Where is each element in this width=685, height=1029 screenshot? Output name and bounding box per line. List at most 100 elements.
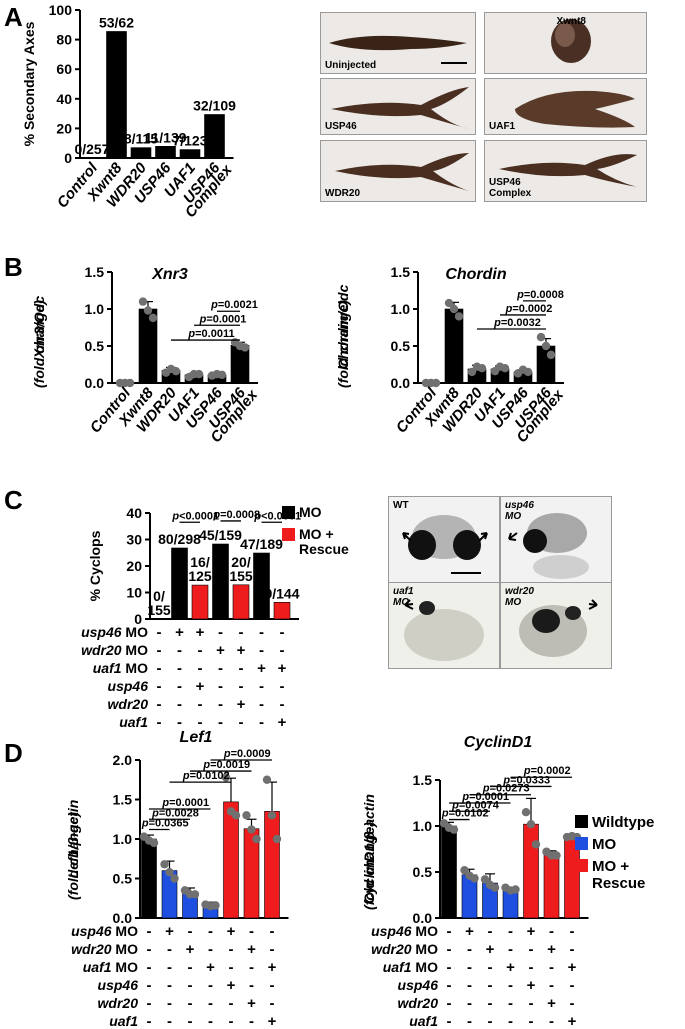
data-point: [444, 298, 454, 308]
larva-photo-wdr20-mo: wdr20 MO: [500, 582, 612, 669]
larva-image: [404, 599, 484, 661]
grid-cell-sign: -: [529, 959, 534, 976]
data-point: [531, 840, 541, 849]
bar: [204, 114, 225, 159]
panel-letter-d: D: [4, 738, 23, 768]
data-point: [490, 883, 500, 892]
data-point: [454, 312, 464, 321]
grid-cell-sign: +: [216, 642, 225, 659]
y-tick-label: 1.5: [85, 264, 105, 280]
grid-cell-sign: +: [506, 959, 515, 976]
grid-cell-sign: -: [447, 995, 452, 1012]
grid-cell-sign: -: [488, 959, 493, 976]
grid-row-label: usp46: [98, 977, 139, 993]
p-value-label: p=0.0074: [451, 799, 500, 811]
grid-cell-sign: -: [259, 714, 264, 731]
grid-row-label: wdr20 MO: [81, 642, 148, 658]
grid-row-label: usp46 MO: [71, 923, 138, 939]
grid-cell-sign: -: [239, 714, 244, 731]
photo-label: WDR20: [325, 188, 361, 199]
data-point: [541, 341, 551, 351]
grid-cell-sign: -: [167, 959, 172, 976]
grid-cell-sign: -: [157, 714, 162, 731]
data-label: 32/109: [193, 97, 236, 113]
grid-cell-sign: -: [508, 995, 513, 1012]
p-value-label: p=0.0019: [202, 759, 250, 771]
y-tick-label: 1.5: [113, 792, 133, 808]
data-point: [272, 834, 282, 844]
grid-cell-sign: +: [175, 624, 184, 641]
y-axis-label: % Cyclops: [87, 530, 103, 601]
grid-cell-sign: -: [549, 1013, 554, 1029]
grid-cell-sign: -: [270, 977, 275, 994]
grid-cell-sign: -: [259, 678, 264, 695]
data-point: [194, 369, 204, 379]
p-value-label: p=0.0008: [516, 289, 564, 301]
grid-cell-sign: +: [247, 995, 256, 1012]
data-label: 53/62: [99, 14, 134, 30]
data-point: [252, 834, 261, 844]
bar: [155, 146, 176, 159]
p-value-label: p=0.0009: [223, 748, 271, 760]
y-tick-label: 0.0: [85, 375, 105, 391]
grid-cell-sign: +: [568, 959, 577, 976]
bar: [523, 823, 539, 919]
larva-photo-usp46-mo: usp46 MO: [500, 496, 612, 583]
data-point: [521, 808, 531, 817]
photo-label: Xwnt8: [556, 16, 586, 27]
grid-cell-sign: -: [167, 1013, 172, 1029]
grid-cell-sign: -: [188, 959, 193, 976]
p-value-label: p=0.0102: [182, 770, 230, 782]
grid-row-label: wdr20: [108, 696, 149, 712]
grid-cell-sign: +: [257, 660, 266, 677]
data-point: [526, 819, 536, 829]
grid-cell-sign: -: [488, 995, 493, 1012]
grid-cell-sign: -: [508, 923, 513, 940]
data-point: [148, 313, 158, 323]
legend-label: Wildtype: [592, 814, 654, 831]
y-tick-label: 1.0: [413, 818, 433, 834]
p-value-label: p=0.0365: [141, 818, 189, 830]
bar: [106, 31, 127, 159]
data-point: [190, 890, 200, 899]
p-value-label: p=0.0001: [461, 791, 509, 803]
grid-cell-sign: -: [249, 1013, 254, 1029]
grid-cell-sign: -: [157, 642, 162, 659]
grid-row-label: usp46 MO: [371, 923, 438, 939]
bar: [264, 811, 280, 919]
grid-cell-sign: -: [208, 977, 213, 994]
grid-cell-sign: -: [198, 696, 203, 713]
grid-cell-sign: -: [529, 1013, 534, 1029]
grid-cell-sign: -: [177, 660, 182, 677]
grid-cell-sign: -: [508, 977, 513, 994]
larva-image: [519, 599, 598, 657]
embryo-image: [551, 19, 591, 63]
p-value-label: p=0.0032: [493, 317, 541, 329]
grid-cell-sign: -: [147, 1013, 152, 1029]
photo-label: USP46: [325, 121, 357, 132]
y-tick-label: 2.0: [113, 752, 133, 768]
embryo-image: [335, 153, 469, 191]
bar: [81, 157, 103, 159]
grid-cell-sign: -: [570, 977, 575, 994]
grid-cell-sign: +: [206, 959, 215, 976]
legend-label: MO +: [592, 858, 629, 875]
grid-cell-sign: +: [165, 923, 174, 940]
data-point: [165, 867, 174, 877]
embryo-image: [329, 35, 467, 64]
grid-cell-sign: -: [167, 941, 172, 958]
data-label: 80/298: [158, 531, 201, 547]
grid-cell-sign: -: [570, 995, 575, 1012]
grid-cell-sign: -: [549, 977, 554, 994]
grid-cell-sign: +: [278, 660, 287, 677]
y-axis-label: % Secondary Axes: [21, 21, 37, 146]
embryo-photo-usp46-complex: USP46 Complex: [484, 140, 647, 202]
photo-label: uaf1 MO: [393, 586, 414, 608]
chart-title: Lef1: [180, 729, 213, 746]
grid-cell-sign: -: [239, 624, 244, 641]
data-point: [240, 343, 250, 352]
data-label: 0/257: [74, 141, 109, 157]
grid-cell-sign: +: [547, 941, 556, 958]
data-point: [138, 297, 148, 306]
y-axis-label: Chordin/Odc: [335, 284, 351, 369]
